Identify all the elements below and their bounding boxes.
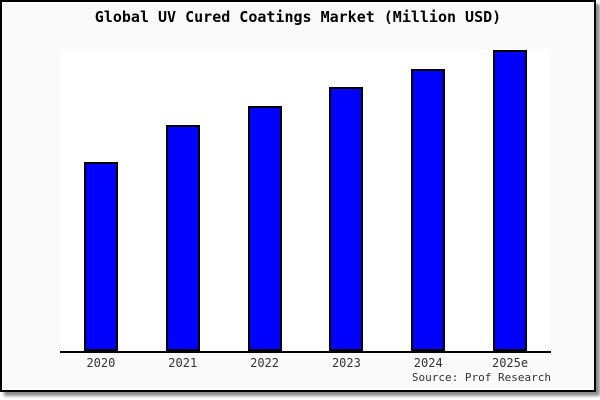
plot-area [60,49,551,353]
bar-slot-2021 [142,49,224,351]
x-tick-2022: 2022 [250,356,280,370]
bar-slot-2022 [224,49,306,351]
chart-card: Global UV Cured Coatings Market (Million… [0,0,596,392]
bar-2021 [165,125,200,351]
bar-slot-2024 [387,49,469,351]
x-tick-2024: 2024 [413,356,443,370]
bar-2024 [411,69,446,351]
bar-slot-2023 [305,49,387,351]
x-tick-2021: 2021 [168,356,198,370]
bar-2020 [83,162,118,351]
bar-2022 [247,106,282,351]
x-tick-2020: 2020 [86,356,116,370]
x-tick-2025e: 2025e [491,356,529,370]
x-axis-labels: 2020 2021 2022 2023 2024 2025e [60,356,551,370]
x-tick-2023: 2023 [331,356,361,370]
chart-title: Global UV Cured Coatings Market (Million… [94,8,502,26]
bar-2025e [493,50,528,351]
source-label: Source: Prof Research [411,371,551,384]
bar-slot-2025e [469,49,551,351]
bar-slot-2020 [60,49,142,351]
bar-2023 [329,87,364,351]
